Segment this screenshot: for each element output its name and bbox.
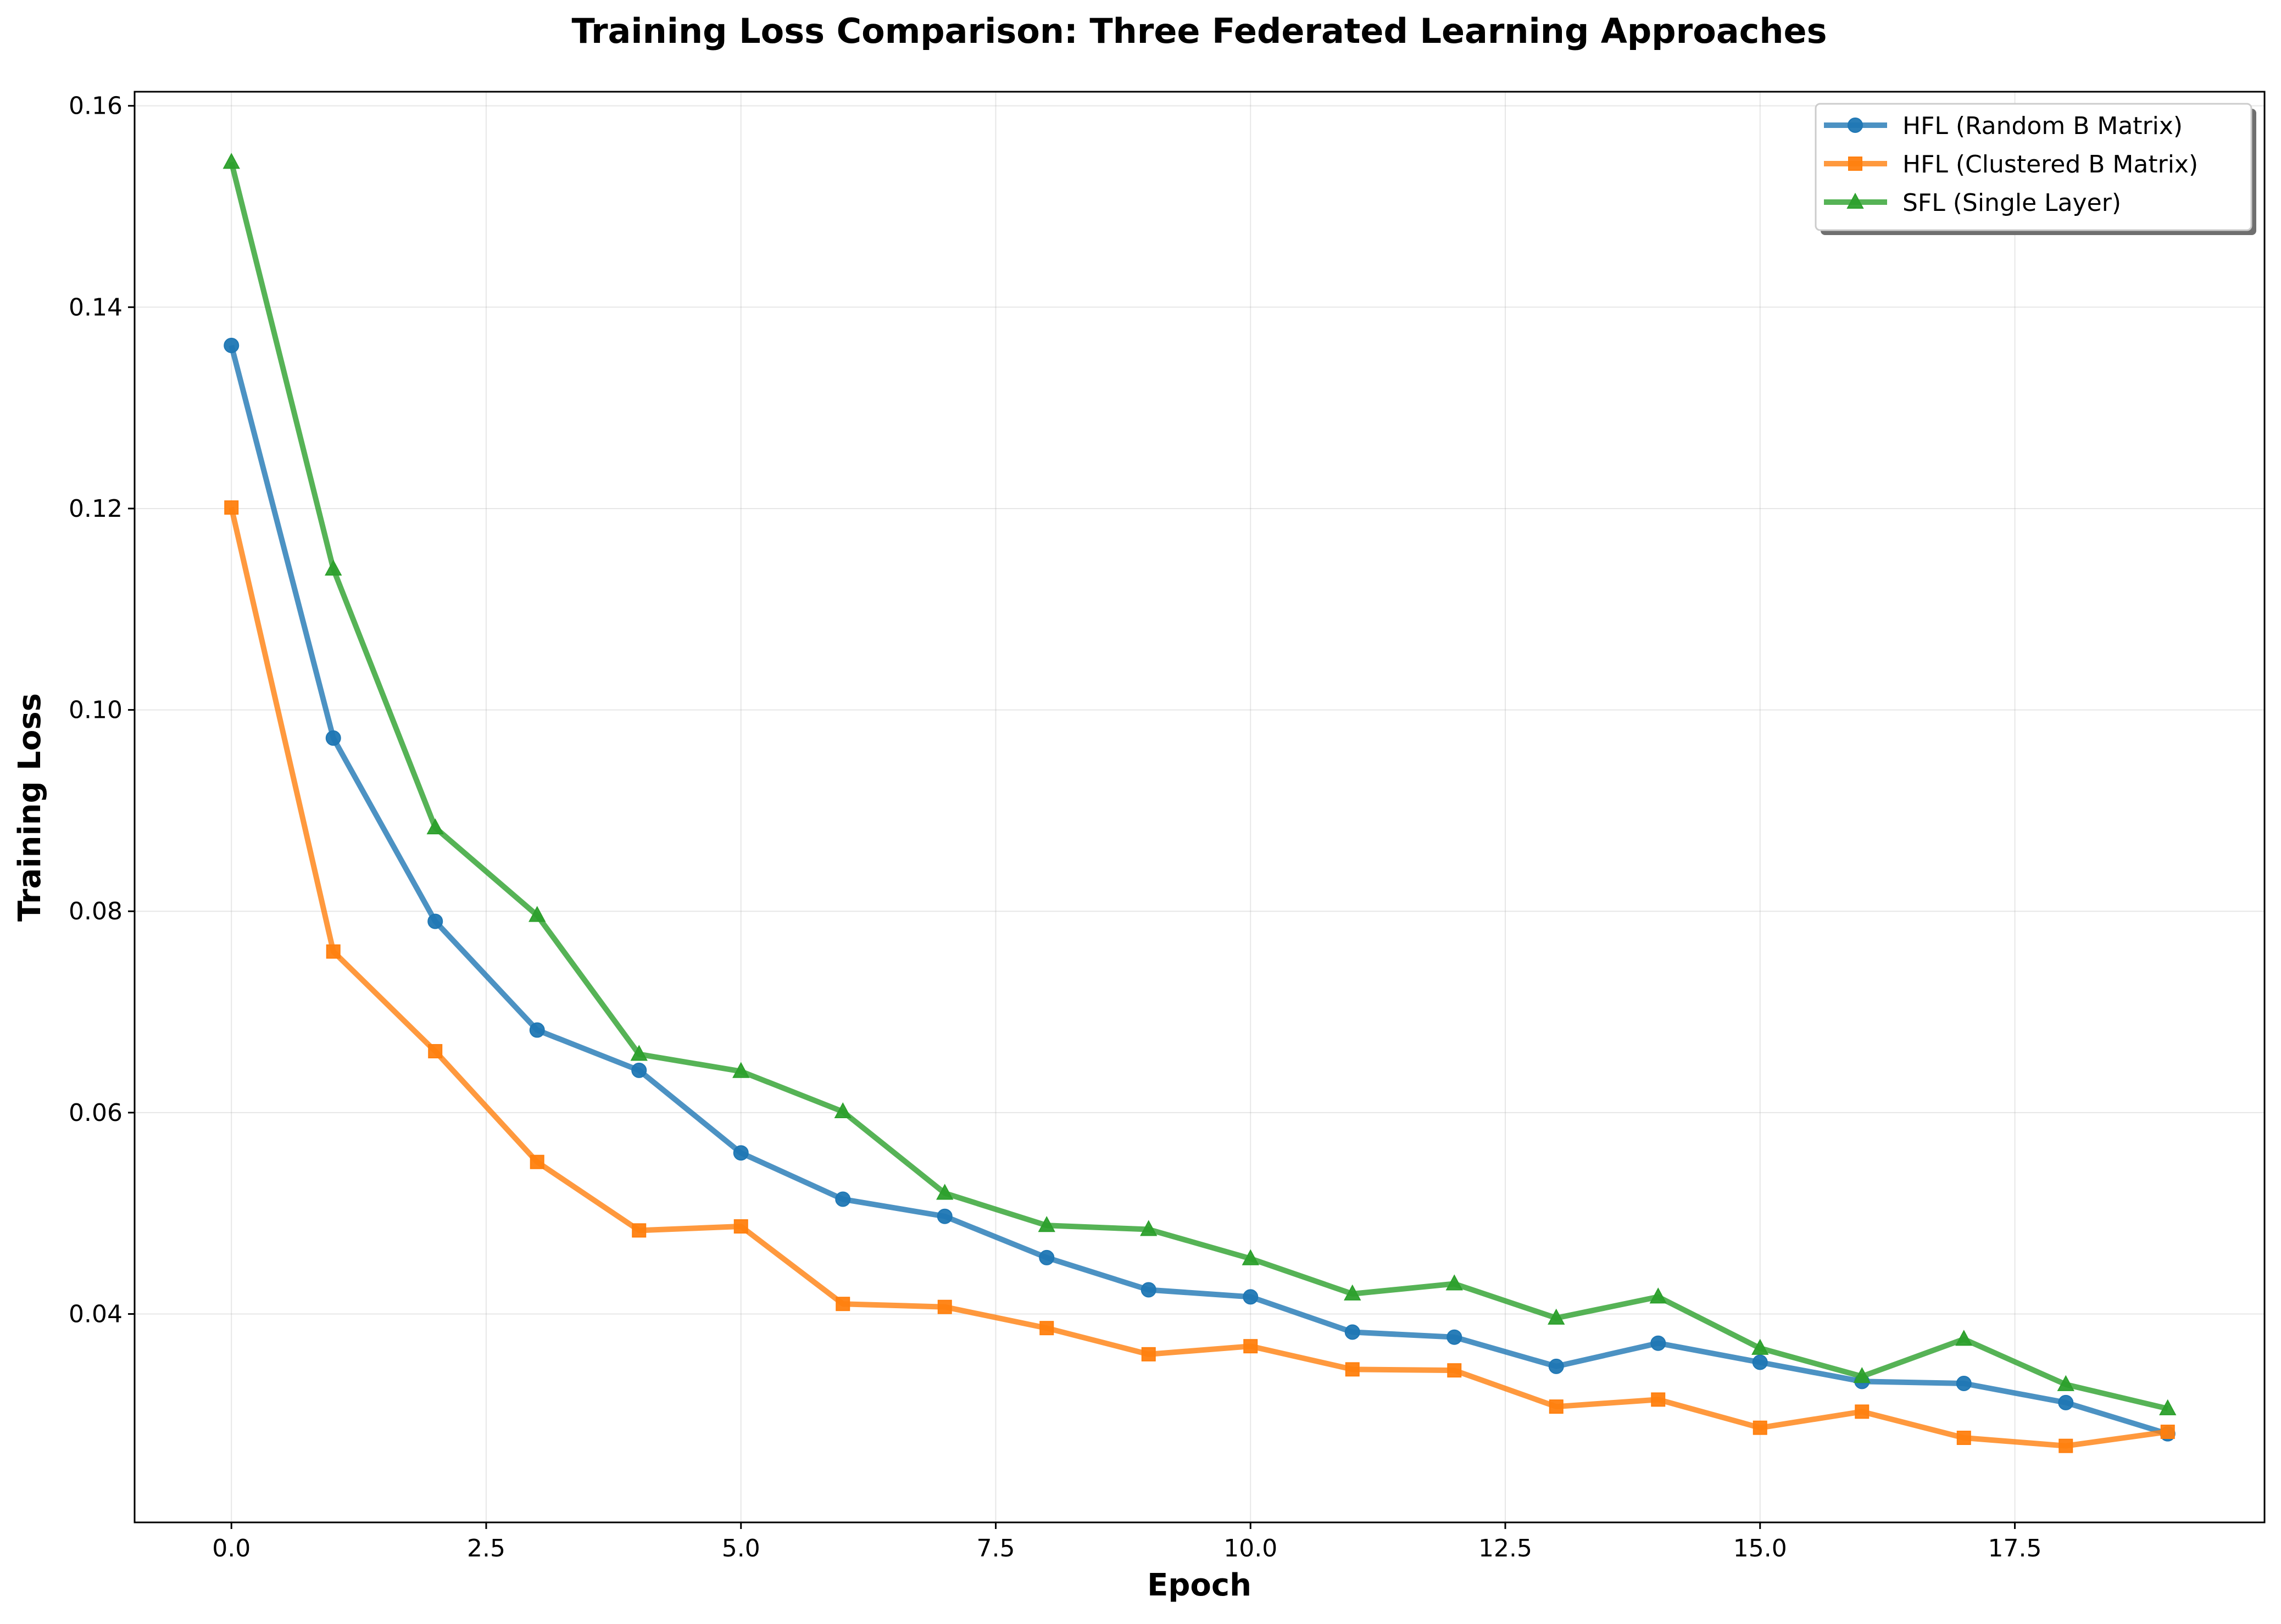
- series-layer: [222, 153, 2177, 1453]
- data-point: [426, 818, 444, 835]
- data-point: [1956, 1431, 1971, 1446]
- x-tick-label: 10.0: [1223, 1534, 1277, 1562]
- y-tick-label: 0.12: [69, 495, 123, 523]
- data-point: [1344, 1324, 1360, 1340]
- y-tick-label: 0.06: [69, 1099, 123, 1127]
- legend-marker: [1846, 192, 1864, 209]
- data-point: [733, 1219, 748, 1234]
- data-point: [631, 1062, 647, 1078]
- legend-box: [1815, 103, 2252, 231]
- legend-label: HFL (Random B Matrix): [1902, 112, 2183, 140]
- data-point: [1242, 1249, 1259, 1265]
- x-axis-label: Epoch: [1147, 1567, 1251, 1603]
- data-point: [834, 1102, 852, 1119]
- data-point: [428, 1044, 443, 1059]
- x-tick-label: 15.0: [1733, 1534, 1787, 1562]
- x-tick-label: 5.0: [722, 1534, 760, 1562]
- legend-item: HFL (Clustered B Matrix): [1824, 150, 2198, 178]
- y-axis-label: Training Loss: [12, 693, 48, 922]
- data-point: [1345, 1362, 1360, 1377]
- data-point: [2057, 1375, 2074, 1391]
- grid: [135, 92, 2265, 1522]
- data-point: [1956, 1376, 1972, 1392]
- data-point: [1651, 1392, 1666, 1407]
- data-point: [836, 1297, 850, 1312]
- y-tick-label: 0.14: [69, 293, 123, 321]
- data-point: [427, 913, 443, 929]
- data-point: [1751, 1338, 1769, 1355]
- y-tick-label: 0.08: [69, 897, 123, 925]
- data-point: [1038, 1216, 1055, 1232]
- data-point: [2159, 1399, 2177, 1415]
- legend-marker: [1848, 157, 1862, 171]
- x-tick-label: 12.5: [1478, 1534, 1532, 1562]
- data-point: [1650, 1335, 1666, 1351]
- legend-marker: [1848, 118, 1863, 133]
- data-point: [1141, 1347, 1156, 1361]
- data-point: [528, 906, 546, 922]
- legend-item: SFL (Single Layer): [1824, 189, 2121, 217]
- data-point: [1752, 1354, 1768, 1370]
- data-point: [1855, 1404, 1870, 1419]
- legend: HFL (Random B Matrix) HFL (Clustered B Ma…: [1815, 103, 2256, 235]
- data-point: [325, 730, 341, 746]
- data-point: [1753, 1420, 1767, 1435]
- data-point: [325, 559, 342, 576]
- data-point: [1243, 1289, 1259, 1305]
- x-tick-label: 0.0: [212, 1534, 251, 1562]
- axis-ticks: 0.0 2.5 5.0 7.5 10.0 12.5 15.0 17.5 0.04 0.06 0.08…: [69, 92, 2041, 1562]
- data-point: [835, 1191, 851, 1207]
- data-point: [1344, 1284, 1361, 1301]
- series-3: [222, 153, 2177, 1415]
- x-tick-label: 17.5: [1988, 1534, 2042, 1562]
- data-point: [530, 1154, 544, 1169]
- data-point: [224, 337, 240, 353]
- data-point: [2160, 1425, 2175, 1439]
- data-point: [732, 1062, 750, 1078]
- x-tick-label: 7.5: [977, 1534, 1015, 1562]
- data-point: [326, 944, 341, 959]
- y-tick-label: 0.10: [69, 696, 123, 724]
- series-line: [229, 161, 2168, 1411]
- data-point: [2059, 1438, 2073, 1453]
- data-point: [1140, 1282, 1156, 1298]
- legend-item: HFL (Random B Matrix): [1824, 112, 2183, 140]
- data-point: [1447, 1363, 1462, 1378]
- y-tick-label: 0.04: [69, 1301, 123, 1329]
- series-line: [229, 507, 2168, 1449]
- series-line: [229, 344, 2169, 1437]
- data-point: [937, 1299, 952, 1314]
- data-point: [1445, 1274, 1463, 1291]
- data-point: [1853, 1367, 1871, 1383]
- data-point: [1140, 1220, 1158, 1236]
- data-point: [1548, 1308, 1565, 1325]
- legend-label: SFL (Single Layer): [1902, 189, 2121, 217]
- x-tick-label: 2.5: [467, 1534, 505, 1562]
- data-point: [632, 1223, 647, 1238]
- y-tick-label: 0.16: [69, 92, 123, 120]
- data-point: [1549, 1399, 1564, 1414]
- data-point: [1039, 1321, 1054, 1336]
- data-point: [222, 153, 240, 169]
- data-point: [630, 1045, 648, 1061]
- data-point: [529, 1022, 545, 1038]
- data-point: [1649, 1287, 1667, 1304]
- data-point: [937, 1208, 953, 1224]
- data-point: [224, 500, 239, 515]
- data-point: [2058, 1394, 2074, 1410]
- data-point: [1955, 1330, 1973, 1346]
- plot-frame: [133, 91, 2266, 1523]
- series-2: [224, 500, 2175, 1453]
- data-point: [1243, 1339, 1258, 1354]
- data-point: [1447, 1329, 1462, 1345]
- data-point: [936, 1184, 954, 1200]
- data-point: [1039, 1249, 1055, 1265]
- chart-title: Training Loss Comparison: Three Federate…: [571, 11, 1827, 51]
- legend-label: HFL (Clustered B Matrix): [1902, 150, 2198, 178]
- data-point: [733, 1145, 749, 1161]
- data-point: [1548, 1358, 1564, 1374]
